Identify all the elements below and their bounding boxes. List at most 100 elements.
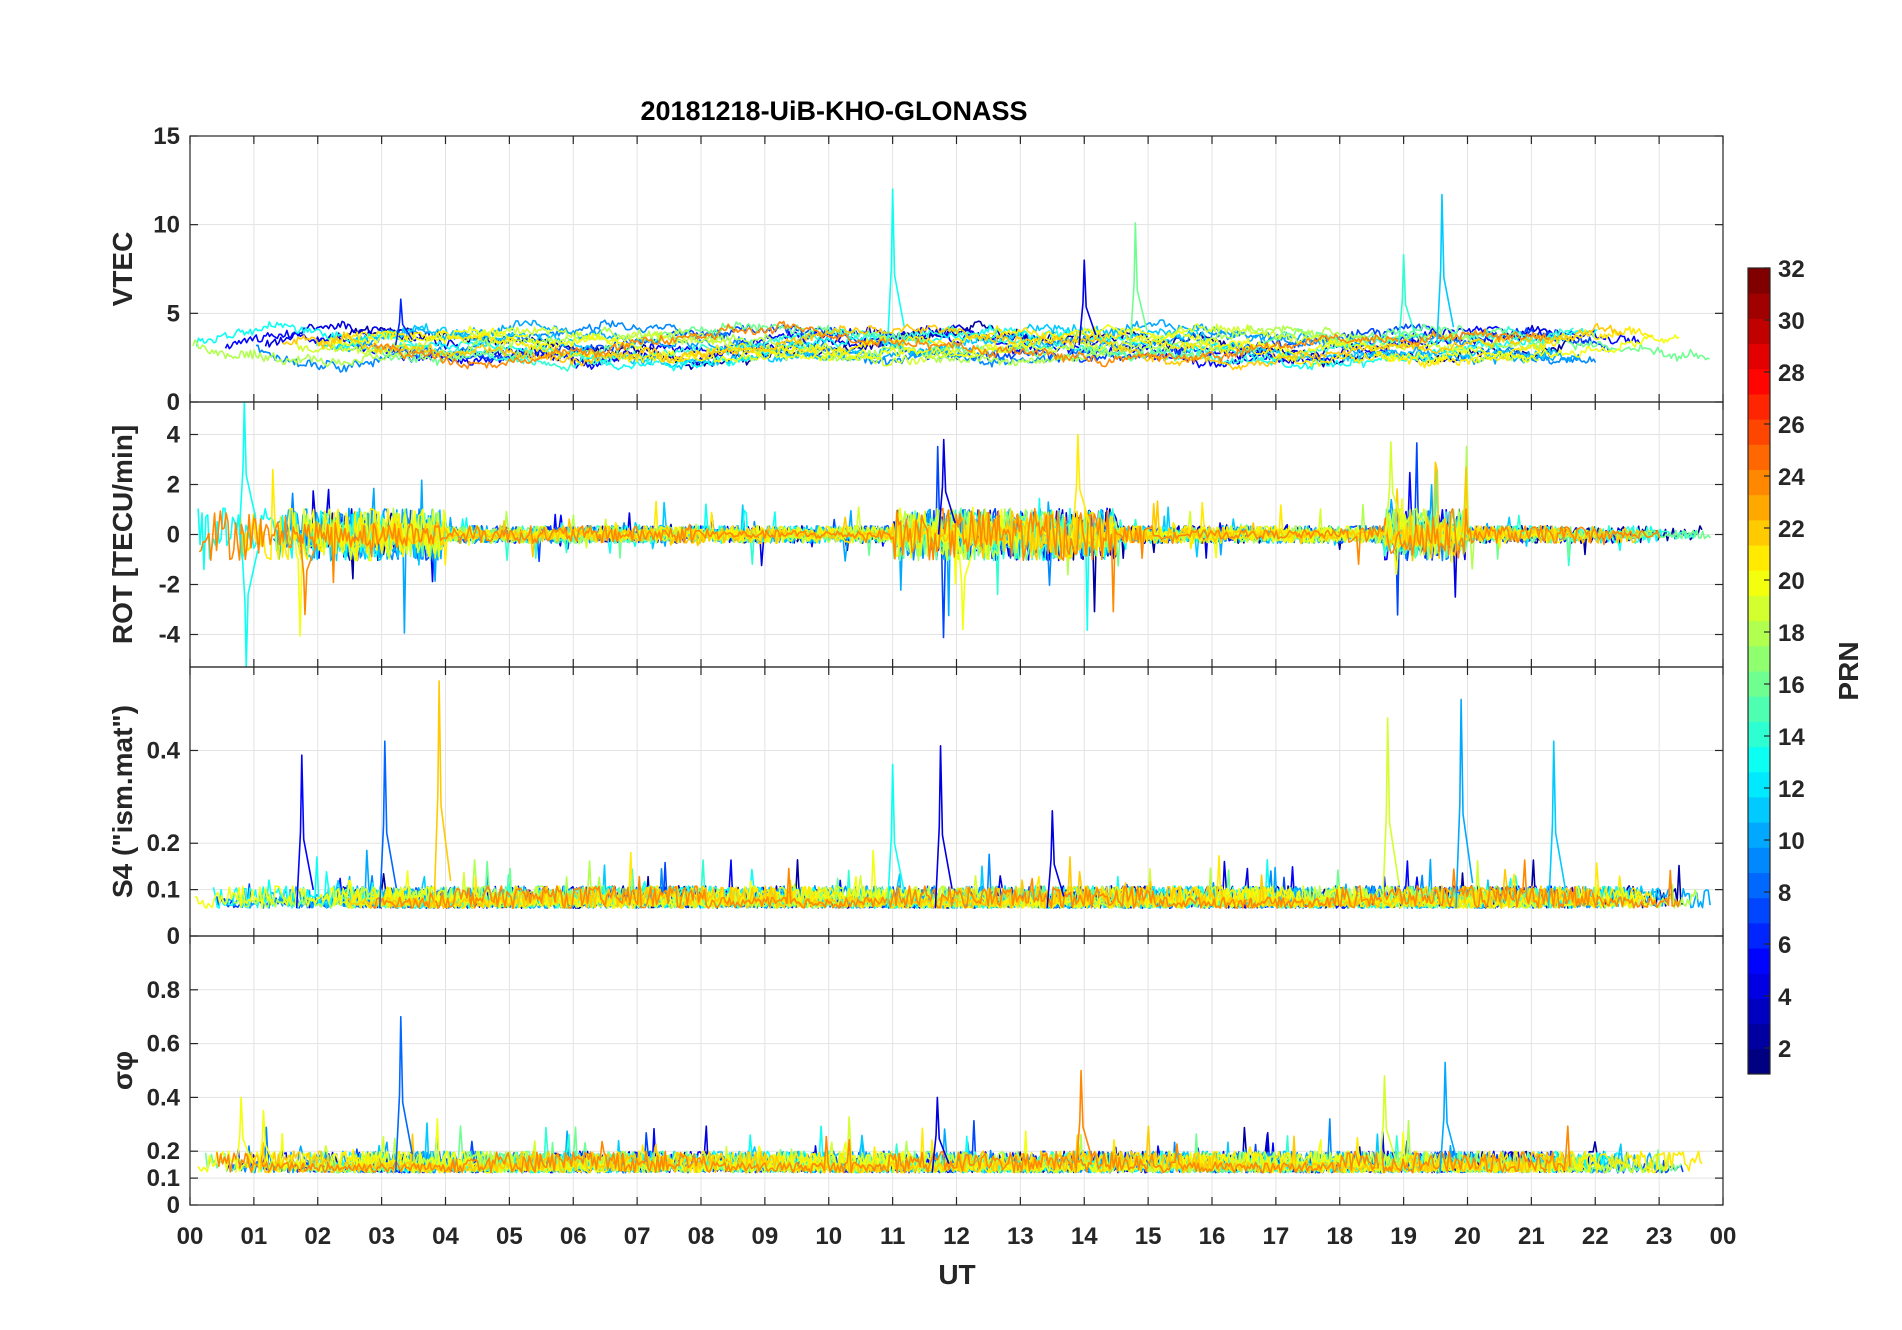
colorbar-segment <box>1748 293 1770 319</box>
spike-sigma-5 <box>257 1110 276 1173</box>
y-tick-label: 0 <box>167 522 180 549</box>
x-tick-labels: 00 01 02 03 04 05 06 07 08 09 10 11 12 13 14 15 16 17 18 19… <box>177 1223 1737 1250</box>
chart-title: 20181218-UiB-KHO-GLONASS <box>640 96 1027 126</box>
y-tick-label: 15 <box>153 123 180 150</box>
series-prn-21 <box>318 325 1654 369</box>
colorbar-segment <box>1748 973 1770 999</box>
colorbar-segment <box>1748 771 1770 798</box>
y-tick-label: 0 <box>167 389 180 416</box>
spike-sigma-4 <box>235 1096 254 1173</box>
colorbar-segment <box>1748 948 1770 974</box>
colorbar-frame <box>1747 267 1771 1075</box>
spike-s4-7 <box>1547 740 1567 909</box>
series-prn-18 <box>192 325 1547 368</box>
colorbar-segment <box>1748 1048 1770 1075</box>
y-tick-label: 5 <box>167 300 180 327</box>
colorbar-segment <box>1748 494 1770 521</box>
x-tick-label: 08 <box>688 1223 715 1250</box>
colorbar-segment <box>1748 469 1770 496</box>
series-group <box>194 680 1711 910</box>
series-prn-24 <box>216 1125 1571 1174</box>
x-tick-label: 15 <box>1135 1223 1162 1250</box>
x-tick-label: 07 <box>624 1223 651 1250</box>
colorbar-segment <box>1748 595 1770 622</box>
colorbar-segment <box>1748 645 1770 672</box>
x-tick-label: 00 <box>177 1223 204 1250</box>
y-tick-label: 0.2 <box>147 830 180 857</box>
colorbar-tick-label: 10 <box>1778 828 1805 855</box>
colorbar-segment <box>1748 922 1770 949</box>
spike-sigma-6 <box>931 1096 950 1173</box>
series-prn-22 <box>282 322 1623 371</box>
x-tick-label: 05 <box>496 1223 523 1250</box>
colorbar-label: PRN <box>1833 641 1864 700</box>
colorbar-tick-label: 24 <box>1778 464 1805 491</box>
spike-rot-5 <box>299 534 318 616</box>
series-group <box>197 1015 1703 1174</box>
x-tick-label: 06 <box>560 1223 587 1250</box>
colorbar-tick-label: 30 <box>1778 308 1805 335</box>
y-tick-label: 0.2 <box>147 1138 180 1165</box>
x-tick-label: 22 <box>1582 1223 1609 1250</box>
y-tick-label: 0.1 <box>147 1165 180 1192</box>
x-tick-label: 11 <box>880 1223 905 1250</box>
spike-vtec-5 <box>394 298 413 346</box>
colorbar-segment <box>1748 847 1770 873</box>
spike-sigma-3 <box>1378 1075 1397 1173</box>
colorbar-segment <box>1748 746 1770 773</box>
spike-rot-0 <box>238 402 257 535</box>
series-group <box>192 188 1710 373</box>
y-tick-label: 0 <box>167 1192 180 1219</box>
x-tick-label: 17 <box>1263 1223 1290 1250</box>
y-tick-label: 0.4 <box>147 737 181 764</box>
colorbar-tick-label: 12 <box>1778 776 1805 803</box>
colorbar-tick-label: 6 <box>1778 932 1791 959</box>
y-tick-label: -2 <box>159 572 180 599</box>
colorbar-segment <box>1748 620 1770 647</box>
y-tick-label: 0.1 <box>147 877 180 904</box>
y-tick-label: 4 <box>167 422 181 449</box>
spike-s4-6 <box>1455 698 1474 909</box>
colorbar-segment <box>1748 343 1770 370</box>
y-axis-title-s4: S4 ("ism.mat") <box>107 705 138 898</box>
y-tick-label: 10 <box>153 212 180 239</box>
colorbar-segment <box>1748 796 1770 823</box>
spike-vtec-2 <box>1436 193 1455 346</box>
y-axis-title-vtec: VTEC <box>107 232 138 307</box>
series-prn-24 <box>373 320 1551 370</box>
x-tick-label: 14 <box>1071 1223 1098 1250</box>
colorbar-tick-label: 22 <box>1778 516 1805 543</box>
colorbar-segment <box>1748 393 1770 420</box>
x-tick-label: 12 <box>943 1223 970 1250</box>
colorbar-segment <box>1748 696 1770 722</box>
x-tick-label: 20 <box>1454 1223 1481 1250</box>
spike-s4-4 <box>934 745 953 909</box>
x-tick-label: 13 <box>1007 1223 1034 1250</box>
spike-rot-6 <box>1384 441 1404 535</box>
colorbar-segment <box>1748 897 1770 924</box>
spike-s4-3 <box>886 763 905 909</box>
panel-s4: 0 0.1 0.2 0.4 S4 ("ism.mat") <box>107 666 1724 950</box>
series-group <box>197 402 1712 667</box>
colorbar-segment <box>1748 671 1770 697</box>
x-tick-label: 19 <box>1390 1223 1417 1250</box>
spike-s4-8 <box>1046 809 1065 909</box>
series-prn-24 <box>198 507 1661 613</box>
x-tick-label: 23 <box>1646 1223 1673 1250</box>
x-tick-label: 18 <box>1326 1223 1353 1250</box>
colorbar-tick-label: 16 <box>1778 672 1805 699</box>
y-axis-title-sigma: σφ <box>107 1051 138 1090</box>
colorbar-segment <box>1748 268 1770 294</box>
colorbar-segment <box>1748 998 1770 1025</box>
x-tick-label: 16 <box>1199 1223 1226 1250</box>
colorbar-tick-label: 26 <box>1778 412 1805 439</box>
x-tick-label: 01 <box>241 1223 268 1250</box>
x-tick-label: 02 <box>304 1223 331 1250</box>
y-tick-label: -4 <box>159 622 181 649</box>
colorbar-segment <box>1748 570 1770 596</box>
colorbar-segment <box>1748 721 1770 748</box>
spike-s4-2 <box>433 680 452 909</box>
